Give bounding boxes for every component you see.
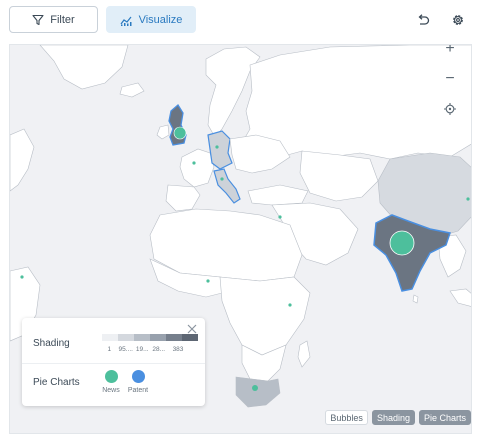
shading-swatch xyxy=(182,334,198,341)
country-sri-lanka[interactable] xyxy=(412,294,419,304)
news-point-americas[interactable] xyxy=(20,275,24,279)
series-label: Patent xyxy=(127,387,149,394)
shading-swatch xyxy=(166,334,182,341)
legend-divider xyxy=(22,363,205,364)
country-turkey[interactable] xyxy=(247,184,309,206)
region-west-africa[interactable] xyxy=(149,258,231,298)
zoom-in-button[interactable]: + xyxy=(445,44,455,57)
country-greenland[interactable] xyxy=(39,45,129,90)
gear-icon xyxy=(453,15,463,25)
settings-button[interactable] xyxy=(448,10,468,30)
scale-tick: 19... xyxy=(135,346,149,353)
region-southern-africa[interactable] xyxy=(241,344,287,382)
scale-tick: 1 xyxy=(107,346,112,353)
legend-shading-label: Shading xyxy=(33,338,70,349)
bubbles-toggle[interactable]: Bubbles xyxy=(325,410,368,425)
shading-swatch xyxy=(134,334,150,341)
news-point-east-africa[interactable] xyxy=(288,303,292,307)
news-point-west-africa[interactable] xyxy=(206,279,210,283)
news-point-italy[interactable] xyxy=(220,177,224,181)
legend-series-news[interactable]: News xyxy=(91,370,131,394)
shading-toggle[interactable]: Shading xyxy=(371,410,415,425)
scale-tick: 383 xyxy=(172,346,184,353)
country-india[interactable] xyxy=(373,214,451,292)
chart-line-icon xyxy=(120,16,132,26)
region-americas[interactable] xyxy=(10,128,35,192)
country-ireland[interactable] xyxy=(156,124,170,140)
zoom-out-button[interactable]: − xyxy=(445,70,455,87)
news-bubble-india[interactable] xyxy=(389,230,415,256)
visualize-button[interactable]: Visualize xyxy=(106,6,196,33)
country-spain[interactable] xyxy=(165,184,201,212)
scale-tick: 28... xyxy=(152,346,166,353)
filter-icon xyxy=(32,14,44,25)
scale-tick: 95.... xyxy=(118,346,133,353)
country-france[interactable] xyxy=(179,148,215,188)
close-icon[interactable] xyxy=(186,323,198,335)
legend-pie-label: Pie Charts xyxy=(33,377,80,388)
locate-button[interactable] xyxy=(440,99,460,119)
news-point-middle-east[interactable] xyxy=(278,215,282,219)
series-label: News xyxy=(102,387,120,394)
view-toggles: Bubbles Shading Pie Charts xyxy=(325,410,471,425)
region-south-america[interactable] xyxy=(10,266,41,342)
crosshair-icon xyxy=(444,103,456,115)
news-bubble-uk[interactable] xyxy=(173,126,187,140)
toolbar: Filter Visualize xyxy=(0,0,480,40)
undo-icon xyxy=(418,14,430,25)
legend-series-patent[interactable]: Patent xyxy=(118,370,158,394)
news-point-china[interactable] xyxy=(466,197,470,201)
country-iceland[interactable] xyxy=(119,82,145,98)
visualize-button-label: Visualize xyxy=(138,13,183,26)
filter-button-label: Filter xyxy=(50,13,75,26)
patent-swatch xyxy=(131,370,145,383)
shading-scale-labels: 1 95.... 19... 28... 383 xyxy=(101,346,189,353)
shading-scale xyxy=(102,334,198,341)
shading-swatch xyxy=(102,334,118,341)
pie-charts-toggle[interactable]: Pie Charts xyxy=(418,410,471,425)
country-south-africa[interactable] xyxy=(235,376,281,408)
news-point-south-africa[interactable] xyxy=(252,385,258,391)
country-madagascar[interactable] xyxy=(297,340,311,368)
country-eastern-europe[interactable] xyxy=(229,134,291,174)
country-germany[interactable] xyxy=(207,130,233,170)
country-italy[interactable] xyxy=(213,168,241,204)
shading-swatch xyxy=(118,334,134,341)
news-point-france[interactable] xyxy=(192,161,196,165)
shading-swatch xyxy=(150,334,166,341)
undo-button[interactable] xyxy=(413,10,433,30)
filter-button[interactable]: Filter xyxy=(9,6,98,33)
news-swatch xyxy=(104,370,118,383)
news-point-germany[interactable] xyxy=(215,145,219,149)
country-scandinavia[interactable] xyxy=(205,46,261,138)
region-central-asia[interactable] xyxy=(299,150,379,202)
country-russia[interactable] xyxy=(241,45,472,160)
map-legend: Shading 1 95.... 19... 28... 383 Pie Cha… xyxy=(22,318,205,406)
region-indonesia[interactable] xyxy=(449,288,472,307)
